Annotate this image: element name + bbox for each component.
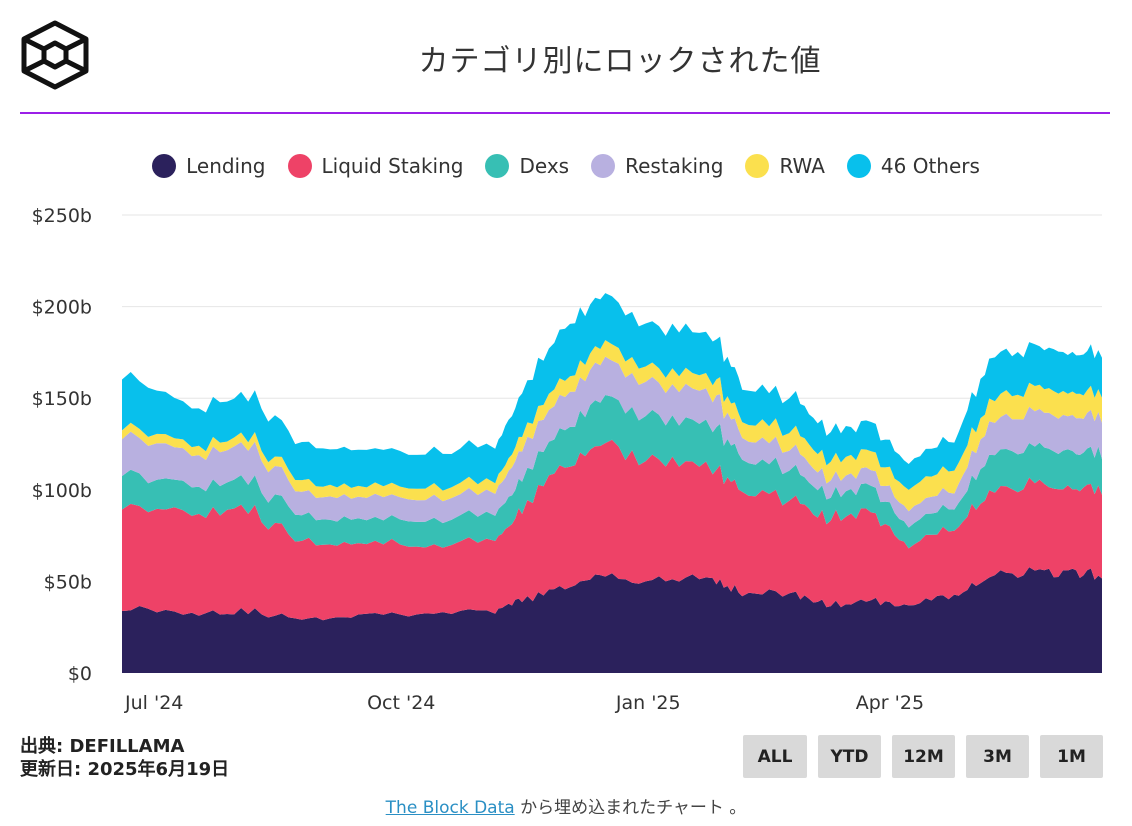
legend-item-restaking[interactable]: Restaking (591, 154, 723, 178)
legend-item-others[interactable]: 46 Others (846, 154, 980, 178)
stacked-area-chart: $0 $50b $100b $150b $200b $250b Jul '24 Oct '24… (32, 205, 1102, 714)
legend-label: Liquid Staking (321, 154, 464, 178)
legend-label: 46 Others (880, 154, 980, 178)
x-tick-label: Oct '24 (367, 692, 435, 714)
chart-source: 出典: DEFILLAMA 更新日: 2025年6月19日 (20, 735, 229, 781)
area-series-46-others (122, 293, 1102, 491)
embed-note: The Block Data から埋め込まれたチャート 。 (0, 793, 1132, 818)
area-series-dexs (122, 395, 1102, 549)
y-tick-label: $0 (68, 663, 92, 685)
y-tick-label: $150b (32, 388, 92, 410)
y-tick-label: $250b (32, 205, 92, 227)
range-button-12m[interactable]: 12M (892, 735, 955, 778)
x-tick-label: Jan '25 (615, 692, 681, 714)
legend-swatch (152, 154, 177, 178)
y-tick-label: $50b (44, 571, 92, 593)
y-tick-label: $100b (32, 480, 92, 502)
time-range-selector: ALL YTD 12M 3M 1M (743, 735, 1103, 778)
legend-label: Restaking (625, 154, 724, 178)
legend-item-liquid-staking[interactable]: Liquid Staking (287, 154, 464, 178)
legend-label: Dexs (519, 154, 570, 178)
legend-item-rwa[interactable]: RWA (745, 154, 825, 178)
updated-date: 更新日: 2025年6月19日 (20, 759, 230, 780)
title-divider (20, 112, 1110, 114)
legend-label: Lending (186, 154, 266, 178)
legend-label: RWA (779, 154, 825, 178)
source-label: 出典: DEFILLAMA (20, 736, 185, 757)
legend-item-lending[interactable]: Lending (152, 154, 266, 178)
x-tick-label: Jul '24 (124, 692, 183, 714)
chart-title: カテゴリ別にロックされた値 (418, 44, 822, 79)
area-series-rwa (122, 340, 1102, 512)
area-series-restaking (122, 356, 1102, 528)
legend-swatch (591, 154, 616, 178)
legend-swatch (287, 154, 312, 178)
the-block-logo-icon (21, 20, 89, 90)
legend-swatch (745, 154, 770, 178)
range-button-all[interactable]: ALL (743, 735, 807, 778)
area-series-lending (122, 567, 1102, 673)
area-series-liquid-staking (122, 439, 1102, 621)
range-button-3m[interactable]: 3M (966, 735, 1029, 778)
y-tick-label: $200b (32, 297, 92, 319)
x-tick-label: Apr '25 (856, 692, 924, 714)
the-block-data-link[interactable]: The Block Data (385, 798, 515, 818)
legend-swatch (846, 154, 871, 178)
range-button-1m[interactable]: 1M (1040, 735, 1103, 778)
embed-text: から埋め込まれたチャート 。 (520, 798, 747, 818)
chart-legend: Lending Liquid Staking Dexs Restaking RW… (0, 154, 1132, 178)
legend-swatch (485, 154, 510, 178)
legend-item-dexs[interactable]: Dexs (485, 154, 569, 178)
range-button-ytd[interactable]: YTD (818, 735, 881, 778)
